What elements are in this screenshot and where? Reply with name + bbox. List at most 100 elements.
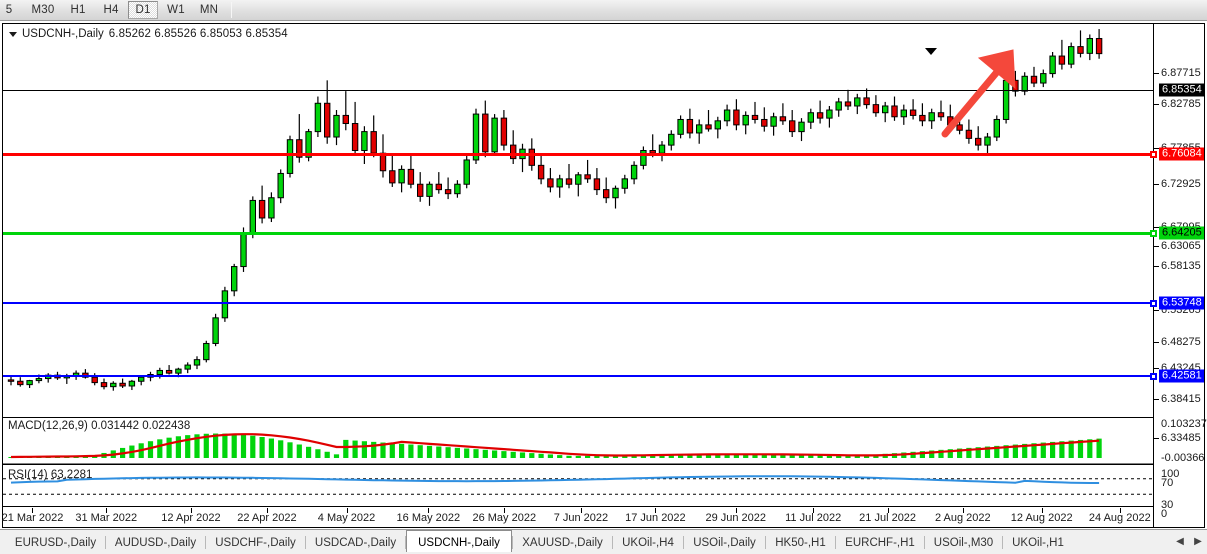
date-tick <box>32 508 34 513</box>
up-arrow-icon <box>933 46 1023 141</box>
macd-pane[interactable]: MACD(12,26,9) 0.031442 0.022438 <box>3 417 1153 465</box>
scale-label: 6.38415 <box>1161 393 1201 405</box>
symbol-tab-audusddaily[interactable]: AUDUSD-,Daily <box>114 537 197 549</box>
date-label: 31 Mar 2022 <box>75 512 138 524</box>
support-line-blue-1[interactable] <box>3 302 1153 304</box>
current-price-line[interactable] <box>3 90 1153 91</box>
scale-tick <box>1154 399 1159 400</box>
date-label: 21 Mar 2022 <box>1 512 64 524</box>
date-label: 4 May 2022 <box>317 512 376 524</box>
scale-tick <box>1154 184 1159 185</box>
symbol-tab-ukoilh4[interactable]: UKOil-,H4 <box>622 537 674 549</box>
timeframe-mn-button[interactable]: MN <box>199 4 219 16</box>
symbol-tab-xauusddaily[interactable]: XAUUSD-,Daily <box>522 537 603 549</box>
tab-divider <box>683 536 684 549</box>
scale-tick <box>1154 310 1159 311</box>
price-badge[interactable]: 6.42581 <box>1150 369 1204 383</box>
price-badge[interactable]: 6.85354 <box>1159 83 1204 97</box>
tab-divider <box>765 536 766 549</box>
timeframe-w1-button[interactable]: W1 <box>167 4 185 16</box>
timeframe-5-button[interactable]: 5 <box>5 4 13 16</box>
date-tick <box>1041 508 1043 513</box>
badge-handle[interactable] <box>1150 150 1157 158</box>
date-label: 11 Jul 2022 <box>785 512 842 524</box>
scale-label: 6.63065 <box>1161 240 1201 252</box>
symbol-header: USDCNH-,Daily 6.85262 6.85526 6.85053 6.… <box>9 27 288 41</box>
badge-handle[interactable] <box>1150 299 1157 307</box>
date-tick <box>887 508 889 513</box>
candlestick-series <box>7 29 1103 391</box>
support-line-green[interactable] <box>3 232 1153 235</box>
date-label: 2 Aug 2022 <box>934 512 991 524</box>
scale-tick <box>1154 227 1159 228</box>
triangle-down-icon <box>925 48 937 55</box>
rsi-pane[interactable]: RSI(14) 63.2281 <box>3 467 1153 507</box>
date-label: 12 Apr 2022 <box>161 512 221 524</box>
date-tick <box>190 508 192 513</box>
symbol-tab-usdchfdaily[interactable]: USDCHF-,Daily <box>215 537 296 549</box>
chart-frame[interactable]: USDCNH-,Daily 6.85262 6.85526 6.85053 6.… <box>1 23 1207 528</box>
tab-scroll-left-icon[interactable]: ◀ <box>1176 536 1184 547</box>
symbol-tab-usoilm30[interactable]: USOil-,M30 <box>933 537 994 549</box>
support-line-blue-2[interactable] <box>3 375 1153 377</box>
scale-tick <box>1154 342 1159 343</box>
symbol-name: USDCNH-,Daily <box>22 28 104 40</box>
timeframe-h1-button[interactable]: H1 <box>70 4 86 16</box>
symbol-tab-usdcnhdaily[interactable]: USDCNH-,Daily <box>406 530 512 554</box>
tab-divider <box>835 536 836 549</box>
date-label: 12 Aug 2022 <box>1010 512 1073 524</box>
macd-scale-zero: -0.00366 <box>1161 452 1205 464</box>
timeframe-toolbar: 5 M30 H1 H4 D1 W1 MN <box>0 0 1207 21</box>
price-scale[interactable]: 6.877156.827856.778556.729256.679956.630… <box>1150 24 1207 527</box>
timeframe-d1-button[interactable]: D1 <box>128 1 158 19</box>
scale-label: 6.72925 <box>1161 178 1201 190</box>
scale-label: 6.33485 <box>1161 432 1201 444</box>
scale-tick <box>1154 104 1159 105</box>
date-label: 16 May 2022 <box>396 512 461 524</box>
price-pane[interactable]: USDCNH-,Daily 6.85262 6.85526 6.85053 6.… <box>3 24 1153 416</box>
rsi-scale-100: 100 <box>1161 468 1180 480</box>
macd-scale-top: 0.103237 <box>1161 418 1207 430</box>
tab-scroll-right-icon[interactable]: ▶ <box>1194 536 1202 547</box>
date-tick <box>266 508 268 513</box>
tab-divider <box>1002 536 1003 549</box>
rsi-scale-0: 0 <box>1161 508 1168 520</box>
scale-tick <box>1154 438 1159 439</box>
tab-divider <box>924 536 925 549</box>
macd-label: MACD(12,26,9) 0.031442 0.022438 <box>8 420 191 432</box>
symbol-tab-eurusddaily[interactable]: EURUSD-,Daily <box>14 537 97 549</box>
resistance-line[interactable] <box>3 153 1153 156</box>
scale-tick <box>1154 266 1159 267</box>
caret-down-icon[interactable] <box>9 31 17 37</box>
scale-tick <box>1154 368 1159 369</box>
badge-handle[interactable] <box>1150 229 1157 237</box>
tab-divider <box>305 536 306 549</box>
badge-handle[interactable] <box>1150 372 1157 380</box>
timeframe-m30-button[interactable]: M30 <box>31 4 55 16</box>
price-badge[interactable]: 6.53748 <box>1150 296 1204 310</box>
date-label: 26 May 2022 <box>472 512 537 524</box>
scale-tick <box>1154 246 1159 247</box>
symbol-tab-ukoilh1[interactable]: UKOil-,H1 <box>1012 537 1064 549</box>
symbol-tab-eurchfh1[interactable]: EURCHF-,H1 <box>845 537 915 549</box>
date-tick <box>813 508 815 513</box>
symbol-tab-bar: EURUSD-,Daily AUDUSD-,Daily USDCHF-,Daily U… <box>0 529 1207 554</box>
price-badge[interactable]: 6.64205 <box>1150 226 1204 240</box>
date-tick <box>1119 508 1121 513</box>
rsi-series <box>3 475 1153 495</box>
date-axis: 21 Mar 2022 31 Mar 2022 12 Apr 2022 22 Apr … <box>1 508 1153 528</box>
tab-divider <box>612 536 613 549</box>
date-label: 29 Jun 2022 <box>705 512 767 524</box>
scale-label: 6.48275 <box>1161 336 1201 348</box>
symbol-tab-hk50h1[interactable]: HK50-,H1 <box>775 537 826 549</box>
tab-divider <box>405 536 406 549</box>
symbol-tab-usdcaddaily[interactable]: USDCAD-,Daily <box>314 537 397 549</box>
scale-tick <box>1154 73 1159 74</box>
symbol-tab-usoildaily[interactable]: USOil-,Daily <box>693 537 756 549</box>
timeframe-h4-button[interactable]: H4 <box>103 4 119 16</box>
rsi-label: RSI(14) 63.2281 <box>8 469 93 481</box>
date-tick <box>106 508 108 513</box>
price-badge[interactable]: 6.76084 <box>1150 147 1204 161</box>
toolbar-separator <box>231 2 232 18</box>
